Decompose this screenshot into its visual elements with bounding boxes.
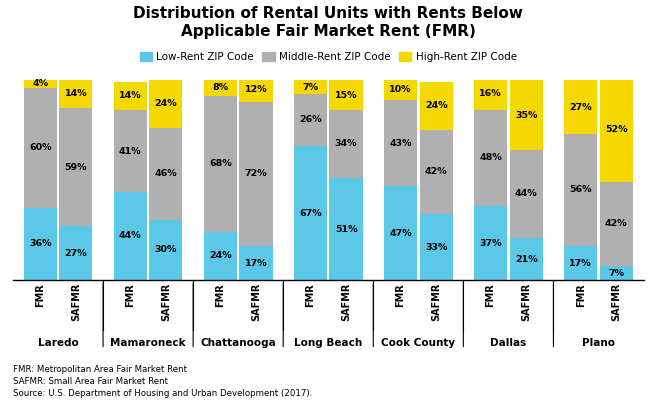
Text: Plano: Plano xyxy=(582,338,615,348)
Text: 10%: 10% xyxy=(389,86,412,94)
Text: 41%: 41% xyxy=(119,146,142,156)
Text: 34%: 34% xyxy=(335,140,358,148)
Text: Dallas: Dallas xyxy=(490,338,526,348)
Bar xyxy=(114,110,147,192)
Text: Mamaroneck: Mamaroneck xyxy=(111,338,186,348)
Text: 15%: 15% xyxy=(335,90,358,100)
Bar xyxy=(600,182,633,266)
Bar xyxy=(384,100,417,186)
Text: 24%: 24% xyxy=(209,252,231,260)
Bar xyxy=(330,178,363,280)
Bar xyxy=(474,78,507,110)
Bar xyxy=(419,82,452,130)
Text: 7%: 7% xyxy=(608,268,624,278)
Text: 67%: 67% xyxy=(299,208,322,218)
Text: 24%: 24% xyxy=(425,102,447,110)
Text: 35%: 35% xyxy=(515,110,538,120)
Bar xyxy=(384,186,417,280)
Bar xyxy=(510,238,543,280)
Bar xyxy=(294,94,327,146)
Text: 56%: 56% xyxy=(569,186,592,194)
Text: FMR: Metropolitan Area Fair Market Rent
SAFMR: Small Area Fair Market Rent
Sourc: FMR: Metropolitan Area Fair Market Rent … xyxy=(13,366,312,398)
Text: 51%: 51% xyxy=(335,224,358,234)
Bar xyxy=(150,128,183,220)
Bar xyxy=(564,80,597,134)
Bar xyxy=(204,96,237,232)
Text: 44%: 44% xyxy=(119,232,142,240)
Text: 17%: 17% xyxy=(244,258,267,268)
Text: 14%: 14% xyxy=(119,92,142,100)
Text: 52%: 52% xyxy=(605,126,627,134)
Bar xyxy=(150,220,183,280)
Bar xyxy=(510,150,543,238)
Text: 26%: 26% xyxy=(299,116,322,124)
Bar xyxy=(59,226,92,280)
Text: 72%: 72% xyxy=(244,170,267,178)
Bar xyxy=(23,88,57,208)
Text: 12%: 12% xyxy=(244,86,267,94)
Bar xyxy=(564,246,597,280)
Text: 47%: 47% xyxy=(389,228,412,238)
Bar xyxy=(114,82,147,110)
Bar xyxy=(294,80,327,94)
Bar xyxy=(59,80,92,108)
Bar xyxy=(204,232,237,280)
Bar xyxy=(239,102,272,246)
Text: 14%: 14% xyxy=(64,90,87,98)
Text: Cook County: Cook County xyxy=(382,338,456,348)
Text: 37%: 37% xyxy=(479,238,502,248)
Bar xyxy=(150,80,183,128)
Bar xyxy=(419,214,452,280)
Text: 27%: 27% xyxy=(569,102,592,112)
Text: 48%: 48% xyxy=(479,154,502,162)
Text: 44%: 44% xyxy=(515,190,538,198)
Text: 43%: 43% xyxy=(389,138,412,148)
Bar xyxy=(384,80,417,100)
Bar xyxy=(23,80,57,88)
Text: 36%: 36% xyxy=(29,240,51,248)
Bar xyxy=(59,108,92,226)
Bar xyxy=(600,78,633,182)
Text: 60%: 60% xyxy=(29,144,51,152)
Bar xyxy=(564,134,597,246)
Text: 59%: 59% xyxy=(64,162,87,172)
Text: Chattanooga: Chattanooga xyxy=(200,338,276,348)
Text: 33%: 33% xyxy=(425,242,447,252)
Text: 27%: 27% xyxy=(64,248,87,258)
Text: 21%: 21% xyxy=(515,254,538,264)
Text: 17%: 17% xyxy=(569,258,592,268)
Text: 8%: 8% xyxy=(213,84,228,92)
Bar xyxy=(330,80,363,110)
Text: 68%: 68% xyxy=(209,160,232,168)
Bar xyxy=(23,208,57,280)
Bar xyxy=(294,146,327,280)
Text: 42%: 42% xyxy=(605,220,627,228)
Bar xyxy=(114,192,147,280)
Bar xyxy=(419,130,452,214)
Bar xyxy=(239,246,272,280)
Bar xyxy=(510,80,543,150)
Text: 30%: 30% xyxy=(155,246,177,254)
Text: Laredo: Laredo xyxy=(38,338,79,348)
Text: Long Beach: Long Beach xyxy=(294,338,363,348)
Text: 16%: 16% xyxy=(479,90,502,98)
Bar xyxy=(239,78,272,102)
Bar xyxy=(204,80,237,96)
Text: 7%: 7% xyxy=(302,82,318,92)
Bar xyxy=(600,266,633,280)
Text: 24%: 24% xyxy=(155,100,177,108)
Legend: Low-Rent ZIP Code, Middle-Rent ZIP Code, High-Rent ZIP Code: Low-Rent ZIP Code, Middle-Rent ZIP Code,… xyxy=(136,49,520,66)
Text: 4%: 4% xyxy=(32,80,48,88)
Bar xyxy=(474,110,507,206)
Title: Distribution of Rental Units with Rents Below
Applicable Fair Market Rent (FMR): Distribution of Rental Units with Rents … xyxy=(133,6,523,38)
Text: 46%: 46% xyxy=(155,170,177,178)
Text: 42%: 42% xyxy=(425,168,447,176)
Bar xyxy=(474,206,507,280)
Bar xyxy=(330,110,363,178)
